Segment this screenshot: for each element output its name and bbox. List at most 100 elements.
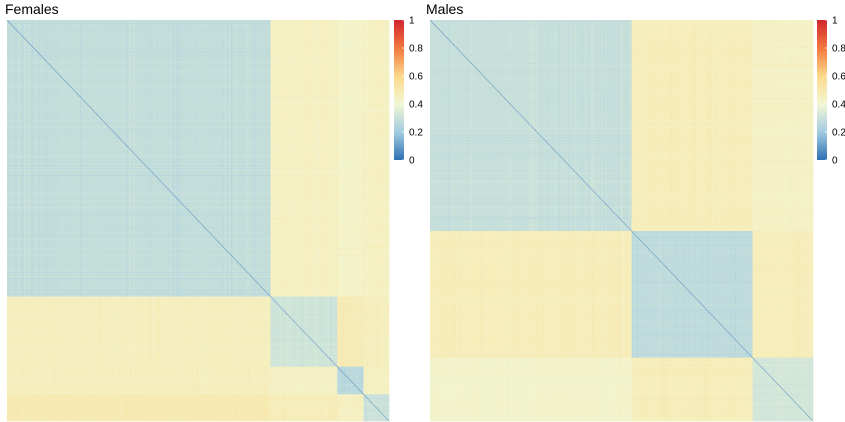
texture-streak xyxy=(363,310,389,312)
texture-streak xyxy=(133,394,135,421)
texture-streak xyxy=(52,366,54,395)
texture-streak xyxy=(752,332,813,334)
texture-streak xyxy=(337,252,364,254)
texture-streak xyxy=(142,296,144,367)
texture-streak xyxy=(337,110,364,112)
texture-streak xyxy=(270,171,338,173)
texture-streak xyxy=(7,227,271,228)
texture-streak xyxy=(342,296,344,367)
texture-streak xyxy=(270,47,338,49)
texture-streak xyxy=(752,232,813,233)
texture-streak xyxy=(430,22,632,24)
texture-streak xyxy=(753,20,755,232)
texture-streak xyxy=(543,231,544,358)
texture-streak xyxy=(215,296,216,367)
texture-streak xyxy=(53,366,55,395)
texture-streak xyxy=(430,315,632,316)
texture-streak xyxy=(270,92,338,94)
texture-streak xyxy=(270,299,338,301)
texture-streak xyxy=(337,407,364,409)
heatmap-block-1-0 xyxy=(7,296,271,368)
texture-streak xyxy=(612,20,614,232)
texture-streak xyxy=(337,259,364,261)
texture-streak xyxy=(62,20,63,297)
texture-streak xyxy=(49,366,51,395)
texture-streak xyxy=(318,20,320,297)
texture-streak xyxy=(361,366,362,395)
texture-streak xyxy=(270,166,338,167)
texture-streak xyxy=(12,366,13,395)
texture-streak xyxy=(631,419,753,420)
texture-streak xyxy=(270,95,338,97)
texture-streak xyxy=(364,20,365,297)
texture-streak xyxy=(632,357,634,421)
texture-streak xyxy=(150,20,152,297)
texture-streak xyxy=(780,357,782,421)
texture-streak xyxy=(631,40,753,42)
texture-streak xyxy=(7,272,271,274)
texture-streak xyxy=(337,305,364,307)
texture-streak xyxy=(632,231,634,358)
texture-streak xyxy=(546,231,548,358)
texture-streak xyxy=(752,48,813,50)
texture-streak xyxy=(565,357,566,421)
texture-streak xyxy=(337,292,364,294)
texture-streak xyxy=(631,242,753,244)
texture-streak xyxy=(631,368,753,369)
texture-streak xyxy=(363,237,389,239)
texture-streak xyxy=(337,358,364,359)
texture-streak xyxy=(804,231,806,358)
texture-streak xyxy=(83,394,85,421)
texture-streak xyxy=(112,296,113,367)
texture-streak xyxy=(162,296,164,367)
texture-streak xyxy=(514,231,516,358)
heatmap-block-2-1 xyxy=(270,366,338,395)
texture-streak xyxy=(579,357,581,421)
texture-streak xyxy=(507,231,509,358)
texture-streak xyxy=(227,366,229,395)
texture-streak xyxy=(112,366,113,395)
texture-streak xyxy=(752,322,813,324)
texture-streak xyxy=(270,69,338,71)
texture-streak xyxy=(790,20,791,232)
texture-streak xyxy=(643,357,644,421)
texture-streak xyxy=(765,231,766,358)
texture-streak xyxy=(270,231,338,233)
texture-streak xyxy=(752,407,813,408)
texture-streak xyxy=(631,202,753,204)
texture-streak xyxy=(631,313,753,314)
texture-streak xyxy=(528,20,530,232)
texture-streak xyxy=(270,257,338,259)
texture-streak xyxy=(142,394,144,421)
texture-streak xyxy=(15,366,17,395)
texture-streak xyxy=(631,23,753,24)
texture-streak xyxy=(28,20,30,297)
texture-streak xyxy=(42,20,44,297)
texture-streak xyxy=(161,296,162,367)
texture-streak xyxy=(617,231,619,358)
texture-streak xyxy=(207,366,209,395)
texture-streak xyxy=(223,20,224,297)
texture-streak xyxy=(270,184,338,186)
texture-streak xyxy=(270,232,338,234)
texture-streak xyxy=(7,110,271,111)
texture-streak xyxy=(374,394,375,421)
texture-streak xyxy=(430,317,632,318)
texture-streak xyxy=(270,377,338,378)
texture-streak xyxy=(7,275,271,277)
texture-streak xyxy=(698,231,700,358)
texture-streak xyxy=(200,366,201,395)
texture-streak xyxy=(333,20,335,297)
texture-streak xyxy=(337,369,364,371)
texture-streak xyxy=(199,20,201,297)
texture-streak xyxy=(270,39,338,41)
texture-streak xyxy=(631,25,753,27)
texture-streak xyxy=(309,20,311,297)
texture-streak xyxy=(740,357,742,421)
texture-streak xyxy=(336,20,338,297)
texture-streak xyxy=(430,57,632,59)
texture-streak xyxy=(126,394,127,421)
texture-streak xyxy=(363,37,389,39)
texture-streak xyxy=(430,117,632,119)
texture-streak xyxy=(221,296,223,367)
